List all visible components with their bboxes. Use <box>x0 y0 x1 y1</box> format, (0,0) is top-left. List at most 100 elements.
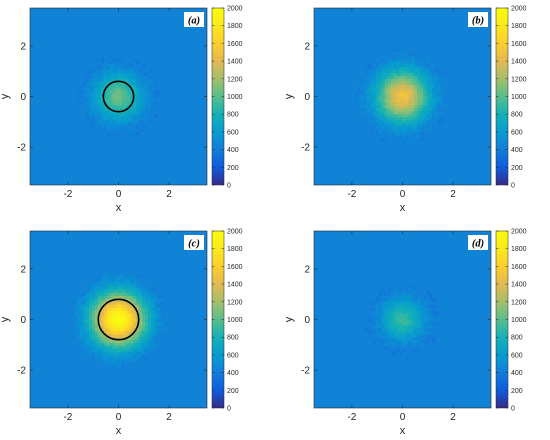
heatmap-cell <box>405 99 409 103</box>
heatmap-cell <box>414 340 418 344</box>
heatmap-cell <box>399 96 403 100</box>
heatmap-cell <box>106 78 111 83</box>
heatmap-cell <box>420 319 424 323</box>
heatmap-cell <box>402 131 406 136</box>
heatmap-cell <box>136 123 140 127</box>
heatmap-cell <box>375 304 380 309</box>
heatmap-cell <box>417 114 421 118</box>
heatmap-cell <box>402 331 406 335</box>
heatmap-cell <box>426 334 430 338</box>
heatmap-cell <box>393 78 397 83</box>
heatmap-cell <box>440 81 445 86</box>
heatmap-cell <box>130 128 134 133</box>
heatmap-cell <box>124 61 128 65</box>
heatmap-cell <box>145 351 149 356</box>
heatmap-cell <box>405 55 409 59</box>
heatmap-cell <box>139 346 143 350</box>
heatmap-cell <box>133 84 137 89</box>
heatmap-cell <box>399 102 403 106</box>
heatmap-cell <box>91 126 96 130</box>
heatmap-cell <box>399 126 403 130</box>
heatmap-cell <box>375 295 380 300</box>
heatmap-cell <box>97 90 102 94</box>
heatmap-cell <box>381 298 386 303</box>
heatmap-cell <box>121 93 125 97</box>
heatmap-cell <box>405 126 409 130</box>
heatmap-cell <box>381 292 386 297</box>
heatmap-cell <box>112 322 116 326</box>
heatmap-cell <box>417 58 421 62</box>
heatmap-cell <box>86 310 90 314</box>
heatmap-cell <box>361 87 365 91</box>
heatmap-cell <box>115 292 119 297</box>
heatmap-cell <box>106 307 111 312</box>
heatmap-cell <box>94 96 99 100</box>
heatmap-cell <box>91 114 96 118</box>
heatmap-cell <box>80 334 84 338</box>
heatmap-cell <box>405 134 409 139</box>
heatmap-cell <box>106 126 111 130</box>
heatmap-cell <box>417 75 421 80</box>
heatmap-cell <box>118 313 122 317</box>
heatmap-cell <box>408 84 412 89</box>
heatmap-cell <box>86 331 90 335</box>
heatmap-cell <box>115 128 119 133</box>
heatmap-cell <box>420 137 424 142</box>
heatmap-cell <box>384 78 389 83</box>
heatmap-cell <box>127 272 131 276</box>
heatmap-cell <box>432 120 436 124</box>
x-axis-label: x <box>116 425 122 437</box>
heatmap-cell <box>375 322 380 326</box>
heatmap-cell <box>387 316 392 320</box>
colorbar-tick-label: 400 <box>227 147 239 154</box>
heatmap-cell <box>124 313 128 317</box>
heatmap-cell <box>426 72 430 77</box>
heatmap-cell <box>402 93 406 97</box>
heatmap-cell <box>121 354 125 359</box>
heatmap-cell <box>77 331 81 335</box>
heatmap-cell <box>112 275 116 279</box>
heatmap-cell <box>106 123 111 127</box>
heatmap-cell <box>115 61 119 65</box>
heatmap-cell <box>80 313 84 317</box>
heatmap-cell <box>396 84 400 89</box>
heatmap-cell <box>115 102 119 106</box>
heatmap-cell <box>91 281 96 285</box>
heatmap-cell <box>77 304 81 309</box>
heatmap-cell <box>405 304 409 309</box>
heatmap-cell <box>115 304 119 309</box>
heatmap-cell <box>384 69 389 74</box>
heatmap-cell <box>94 123 99 127</box>
heatmap-cell <box>148 81 152 86</box>
heatmap-cell <box>373 105 377 109</box>
heatmap-cell <box>142 334 146 338</box>
heatmap-cell <box>370 114 374 118</box>
heatmap-cell <box>373 117 377 121</box>
heatmap-cell <box>408 120 412 124</box>
heatmap-cell <box>109 292 113 297</box>
heatmap-cell <box>139 298 143 303</box>
heatmap-cell <box>426 105 430 109</box>
heatmap-cell <box>124 105 128 109</box>
heatmap-cell <box>405 61 409 65</box>
heatmap-cell <box>432 337 436 341</box>
heatmap-cell <box>100 84 105 89</box>
heatmap-cell <box>121 284 125 288</box>
heatmap-cell <box>423 316 427 320</box>
heatmap-cell <box>408 310 412 314</box>
heatmap-cell <box>159 304 164 309</box>
heatmap-cell <box>109 295 113 300</box>
panel-label-box <box>184 12 204 27</box>
heatmap-cell <box>109 272 113 276</box>
heatmap-cell <box>381 72 386 77</box>
heatmap-cell <box>375 78 380 83</box>
heatmap-cell <box>139 304 143 309</box>
heatmap-cell <box>133 99 137 103</box>
heatmap-cell <box>118 93 122 97</box>
heatmap-cell <box>437 72 442 77</box>
heatmap-cell <box>106 75 111 80</box>
colorbar-tick-label: 400 <box>511 147 523 154</box>
heatmap-cell <box>408 346 412 350</box>
heatmap-cell <box>133 87 137 91</box>
heatmap-cell <box>148 99 152 103</box>
